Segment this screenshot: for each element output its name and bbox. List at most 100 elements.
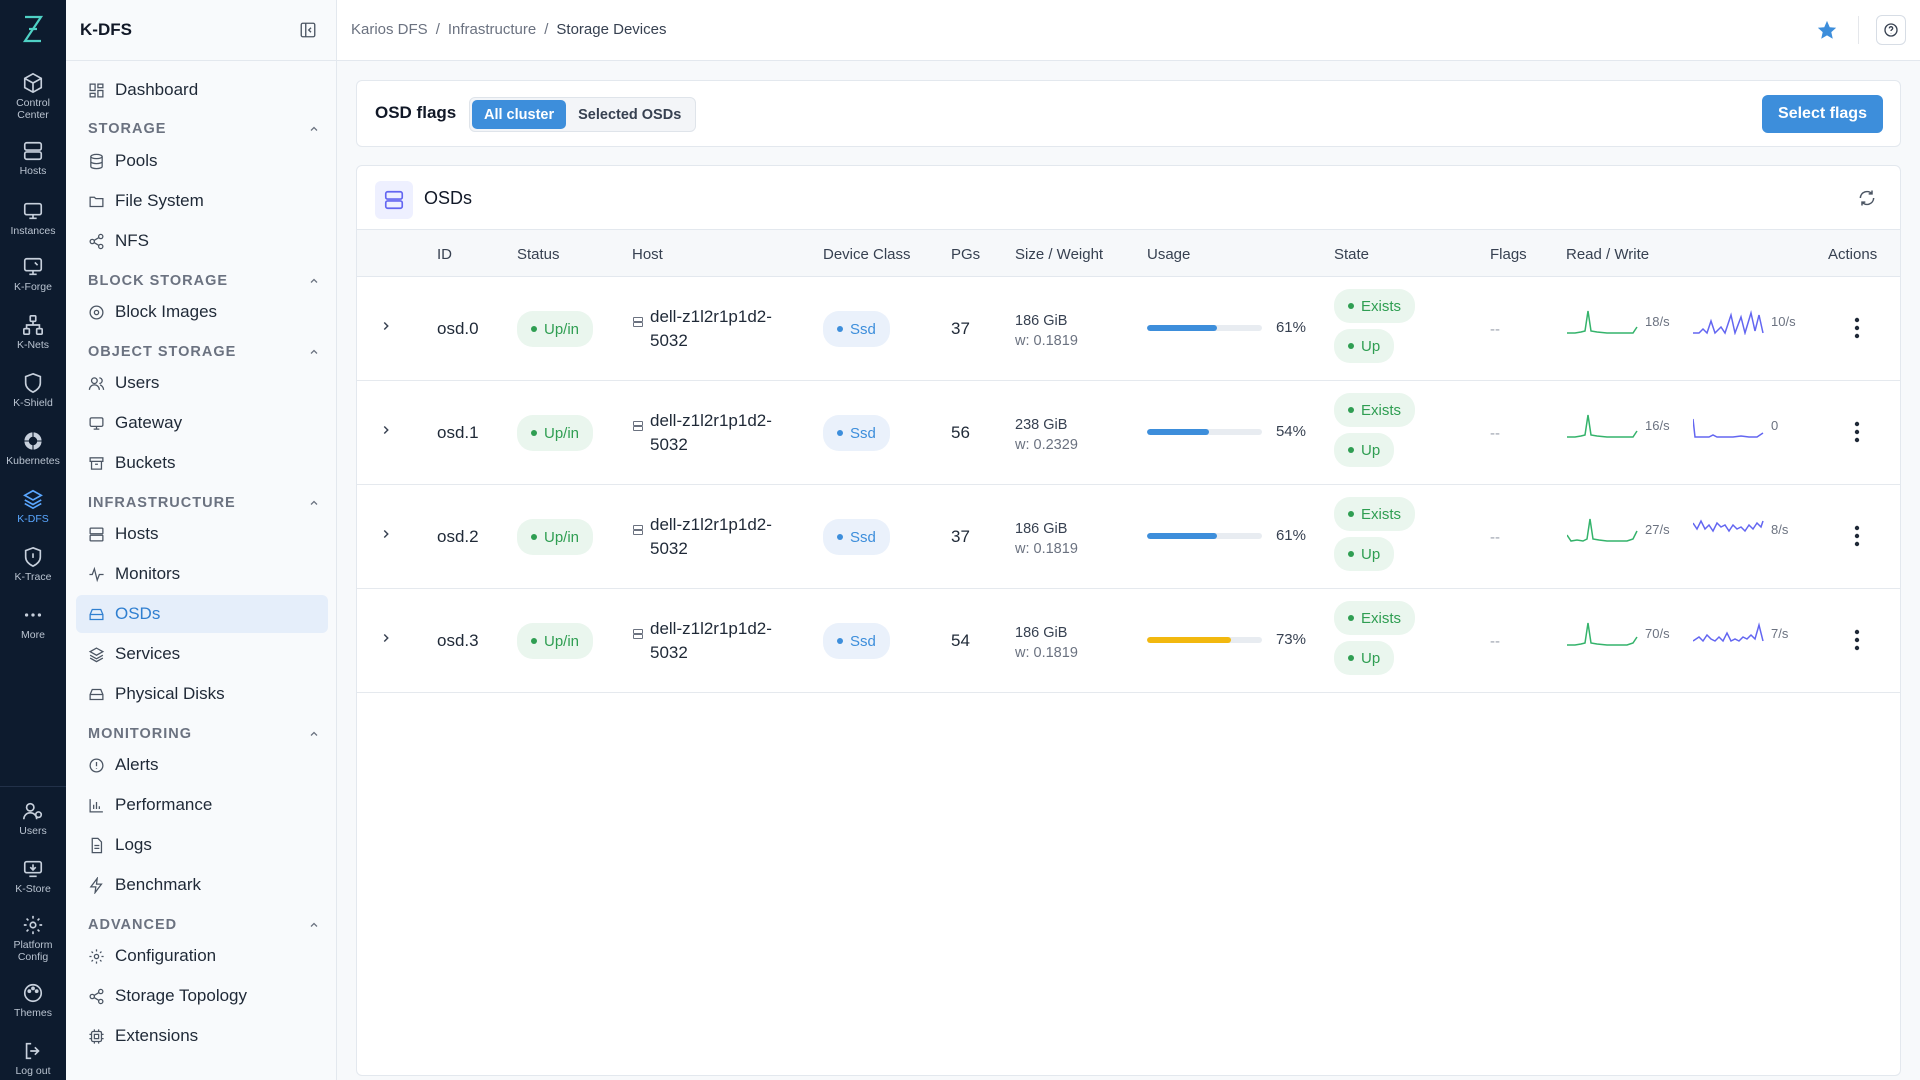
host-cell[interactable]: dell-z1l2r1p1d2- 5032 bbox=[632, 305, 772, 353]
expand-row-button[interactable] bbox=[379, 319, 393, 338]
chevron-up-icon bbox=[310, 500, 318, 505]
write-rate: 0 bbox=[1771, 417, 1779, 433]
rail-kubernetes[interactable]: Kubernetes bbox=[0, 430, 66, 467]
write-sparkline bbox=[1693, 519, 1764, 533]
karios-logo-icon[interactable] bbox=[0, 14, 66, 49]
favorite-button[interactable] bbox=[1816, 19, 1838, 46]
rail-k-store[interactable]: K-Store bbox=[0, 858, 66, 895]
sidebar-collapse-button[interactable] bbox=[299, 21, 317, 44]
column-header[interactable]: Device Class bbox=[823, 246, 911, 263]
sidebar-item-block-images[interactable]: Block Images bbox=[76, 293, 328, 331]
table-row[interactable]: osd.2 Up/in dell-z1l2r1p1d2- 5032 Ssd 37 … bbox=[357, 485, 1900, 589]
sidebar-item-pools[interactable]: Pools bbox=[76, 142, 328, 180]
state-dot bbox=[1348, 655, 1354, 661]
table-row[interactable]: osd.0 Up/in dell-z1l2r1p1d2- 5032 Ssd 37 … bbox=[357, 277, 1900, 381]
state-text: Up bbox=[1361, 337, 1381, 355]
usage-bar bbox=[1147, 636, 1262, 643]
column-header[interactable]: PGs bbox=[951, 246, 981, 263]
rail-more[interactable]: More bbox=[0, 604, 66, 641]
tab-all-cluster[interactable]: All cluster bbox=[472, 100, 567, 129]
rail-k-trace[interactable]: K-Trace bbox=[0, 546, 66, 583]
sidebar-item-logs[interactable]: Logs bbox=[76, 826, 328, 864]
section-block-storage[interactable]: BLOCK STORAGE bbox=[88, 273, 320, 289]
usage-percent: 54% bbox=[1275, 423, 1306, 440]
section-monitoring[interactable]: MONITORING bbox=[88, 726, 320, 742]
folder-icon bbox=[89, 196, 104, 207]
sidebar-item-label: Users bbox=[115, 373, 160, 392]
sidebar-item-osds[interactable]: OSDs bbox=[76, 595, 328, 633]
sidebar-item-performance[interactable]: Performance bbox=[76, 786, 328, 824]
expand-row-button[interactable] bbox=[379, 631, 393, 650]
top-bar: Karios DFS / Infrastructure / Storage De… bbox=[337, 0, 1920, 61]
section-infrastructure[interactable]: INFRASTRUCTURE bbox=[88, 495, 320, 511]
sidebar-item-storage-topology[interactable]: Storage Topology bbox=[76, 977, 328, 1015]
help-button[interactable] bbox=[1876, 15, 1906, 45]
refresh-button[interactable] bbox=[1857, 188, 1877, 213]
sidebar-item-configuration[interactable]: Configuration bbox=[76, 937, 328, 975]
row-actions-button[interactable] bbox=[1854, 525, 1860, 552]
class-dot bbox=[837, 430, 843, 436]
column-header[interactable]: Read / Write bbox=[1566, 246, 1650, 263]
sidebar-item-file-system[interactable]: File System bbox=[76, 182, 328, 220]
rail-k-forge[interactable]: K-Forge bbox=[0, 256, 66, 293]
rail-instances[interactable]: Instances bbox=[0, 200, 66, 237]
section-storage[interactable]: STORAGE bbox=[88, 121, 320, 137]
column-header[interactable]: Size / Weight bbox=[1015, 246, 1104, 263]
select-flags-button[interactable]: Select flags bbox=[1762, 95, 1883, 133]
sidebar-item-users[interactable]: Users bbox=[76, 364, 328, 402]
rail-label: K-Store bbox=[15, 883, 51, 895]
sidebar-item-nfs[interactable]: NFS bbox=[76, 222, 328, 260]
tab-selected-osds[interactable]: Selected OSDs bbox=[578, 106, 682, 123]
sidebar-item-label: Configuration bbox=[115, 946, 217, 965]
sidebar-item-monitors[interactable]: Monitors bbox=[76, 555, 328, 593]
rail-log-out[interactable]: Log out bbox=[0, 1040, 66, 1077]
row-actions-button[interactable] bbox=[1854, 421, 1860, 448]
sidebar-item-gateway[interactable]: Gateway bbox=[76, 404, 328, 442]
weight-value: w: 0.1819 bbox=[1015, 333, 1078, 349]
device-class-text: Ssd bbox=[850, 424, 876, 442]
column-header[interactable]: Usage bbox=[1147, 246, 1191, 263]
rail-k-dfs[interactable]: K-DFS bbox=[0, 488, 66, 525]
host-cell[interactable]: dell-z1l2r1p1d2- 5032 bbox=[632, 513, 772, 561]
section-advanced[interactable]: ADVANCED bbox=[88, 917, 320, 933]
state-dot bbox=[1348, 343, 1354, 349]
breadcrumb-root[interactable]: Karios DFS bbox=[351, 21, 428, 38]
rail-themes[interactable]: Themes bbox=[0, 982, 66, 1019]
rail-hosts[interactable]: Hosts bbox=[0, 140, 66, 177]
rail-users[interactable]: Users bbox=[0, 800, 66, 837]
expand-row-button[interactable] bbox=[379, 423, 393, 442]
column-header[interactable]: Flags bbox=[1490, 246, 1527, 263]
rail-k-nets[interactable]: K-Nets bbox=[0, 314, 66, 351]
rail-platform-config[interactable]: Platform Config bbox=[0, 914, 66, 963]
sidebar-item-benchmark[interactable]: Benchmark bbox=[76, 866, 328, 904]
host-cell[interactable]: dell-z1l2r1p1d2- 5032 bbox=[632, 617, 772, 665]
sidebar-item-buckets[interactable]: Buckets bbox=[76, 444, 328, 482]
row-actions-button[interactable] bbox=[1854, 629, 1860, 656]
sidebar-item-dashboard[interactable]: Dashboard bbox=[76, 71, 328, 109]
host-cell[interactable]: dell-z1l2r1p1d2- 5032 bbox=[632, 409, 772, 457]
rail-control-center[interactable]: Control Center bbox=[0, 72, 66, 121]
breadcrumb-infrastructure[interactable]: Infrastructure bbox=[447, 21, 537, 38]
row-actions-button[interactable] bbox=[1854, 317, 1860, 344]
section-object-storage[interactable]: OBJECT STORAGE bbox=[88, 344, 320, 360]
state-badge: Exists bbox=[1334, 393, 1416, 427]
sidebar-item-services[interactable]: Services bbox=[76, 635, 328, 673]
expand-row-button[interactable] bbox=[379, 527, 393, 546]
sidebar-item-hosts[interactable]: Hosts bbox=[76, 515, 328, 553]
table-row[interactable]: osd.1 Up/in dell-z1l2r1p1d2- 5032 Ssd 56 … bbox=[357, 381, 1900, 485]
usage-cell: 61% bbox=[1147, 319, 1306, 336]
column-header[interactable]: State bbox=[1334, 246, 1370, 263]
pgs-value: 37 bbox=[951, 527, 970, 546]
column-header[interactable]: Host bbox=[632, 246, 663, 263]
sidebar-item-extensions[interactable]: Extensions bbox=[76, 1017, 328, 1055]
sidebar-item-physical-disks[interactable]: Physical Disks bbox=[76, 675, 328, 713]
column-header[interactable]: ID bbox=[437, 246, 452, 263]
archive-icon bbox=[89, 456, 104, 470]
rail-k-shield[interactable]: K-Shield bbox=[0, 372, 66, 409]
table-row[interactable]: osd.3 Up/in dell-z1l2r1p1d2- 5032 Ssd 54 … bbox=[357, 589, 1900, 693]
column-header[interactable]: Actions bbox=[1828, 246, 1878, 263]
column-header[interactable]: Status bbox=[517, 246, 560, 263]
device-class-badge: Ssd bbox=[823, 623, 890, 659]
write-sparkline bbox=[1693, 622, 1764, 643]
sidebar-item-alerts[interactable]: Alerts bbox=[76, 746, 328, 784]
